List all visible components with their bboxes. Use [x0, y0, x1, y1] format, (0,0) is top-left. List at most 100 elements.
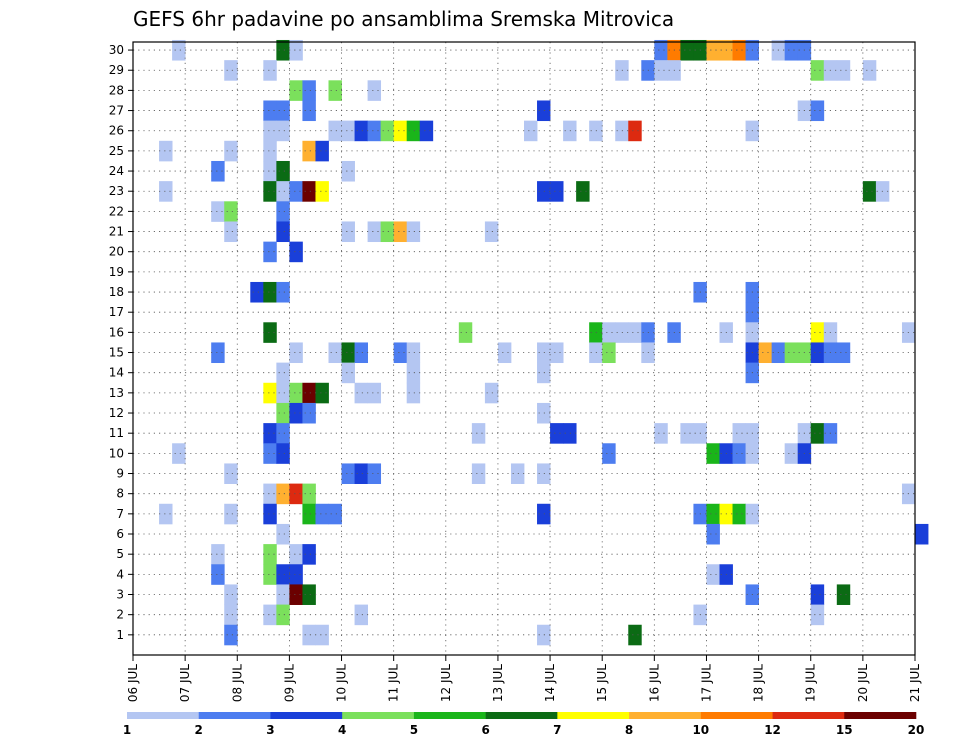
precip-cell	[354, 463, 368, 484]
precip-cell	[706, 503, 720, 525]
y-tick-label: 21	[109, 225, 124, 239]
y-tick-label: 11	[109, 426, 124, 440]
precip-cell	[406, 382, 421, 404]
precip-cell	[263, 140, 277, 162]
colorbar-label: 20	[908, 723, 925, 737]
precip-cell	[484, 382, 499, 404]
precip-cell	[276, 181, 290, 202]
precip-cell	[367, 463, 382, 484]
precip-cell	[276, 201, 290, 222]
precip-cell	[537, 181, 551, 202]
precip-cell	[289, 402, 303, 424]
y-tick-label: 13	[109, 386, 124, 400]
x-tick-label: 12 JUL	[439, 664, 453, 702]
precip-cell	[810, 100, 825, 122]
precip-cell	[263, 322, 277, 343]
precip-cell	[289, 584, 303, 605]
precip-cell	[732, 443, 746, 464]
precip-cell	[758, 342, 773, 364]
precip-cell	[276, 584, 290, 605]
precip-cell	[276, 120, 290, 142]
y-tick-label: 17	[109, 305, 124, 319]
precip-cell	[172, 39, 186, 61]
x-tick-label: 20 JUL	[856, 664, 870, 702]
precip-cell	[354, 382, 368, 404]
precip-cell	[328, 342, 342, 364]
precip-cell	[289, 80, 303, 101]
precip-cell	[276, 604, 290, 626]
y-tick-label: 16	[109, 325, 124, 339]
x-tick-label: 10 JUL	[335, 664, 349, 702]
precip-cell	[276, 382, 290, 404]
colorbar-label: 8	[625, 723, 633, 737]
colorbar-swatch	[772, 712, 845, 719]
precip-cell	[328, 80, 342, 101]
precip-cell	[302, 503, 316, 525]
precip-cell	[172, 443, 186, 464]
precip-cell	[406, 362, 421, 384]
precip-cell	[263, 181, 277, 202]
precip-cell	[810, 322, 825, 343]
y-tick-label: 4	[116, 567, 124, 581]
precip-cell	[732, 503, 746, 525]
precip-cell	[393, 342, 408, 364]
precip-cell	[576, 181, 590, 202]
grid-lines	[133, 42, 915, 655]
precip-cell	[602, 322, 616, 343]
precip-cell	[836, 342, 851, 364]
precip-cell	[224, 221, 238, 243]
precip-cell	[263, 503, 277, 525]
precip-cell	[406, 342, 421, 364]
precip-cell	[263, 100, 277, 122]
precip-cell	[341, 120, 355, 142]
precip-cell	[263, 604, 277, 626]
y-tick-label: 5	[116, 547, 124, 561]
precip-cell	[276, 443, 290, 464]
precip-cell	[406, 221, 421, 243]
precip-cell	[380, 221, 395, 243]
precip-cell	[602, 443, 616, 464]
precip-cell	[862, 60, 877, 81]
precip-cell	[263, 382, 277, 404]
precip-cell	[302, 624, 316, 646]
precip-cell	[211, 564, 225, 585]
precip-cell	[276, 221, 290, 243]
precip-cell	[732, 39, 746, 61]
y-tick-label: 7	[116, 507, 124, 521]
precip-cell	[836, 584, 851, 605]
chart-title: GEFS 6hr padavine po ansamblima Sremska …	[133, 7, 674, 31]
colorbar-label: 15	[836, 723, 853, 737]
precip-cell	[367, 382, 382, 404]
y-tick-label: 30	[109, 43, 124, 57]
precip-cell	[537, 342, 551, 364]
precip-cell	[224, 584, 238, 605]
precip-cell	[276, 100, 290, 122]
precip-cell	[706, 564, 720, 585]
plot-frame	[132, 41, 916, 656]
precip-cell	[250, 281, 264, 303]
y-tick-label: 8	[116, 487, 124, 501]
x-tick-label: 08 JUL	[230, 664, 244, 702]
precip-cell	[224, 60, 238, 81]
precip-cell	[393, 221, 408, 243]
precip-cell	[341, 362, 355, 384]
y-tick-label: 24	[109, 164, 124, 178]
precip-cell	[315, 624, 329, 646]
precip-cell	[224, 503, 238, 525]
precip-cell	[159, 140, 173, 162]
precip-cell	[367, 221, 382, 243]
precip-cell	[263, 483, 277, 505]
precip-cell	[654, 423, 668, 444]
y-tick-label: 12	[109, 406, 124, 420]
precip-cell	[263, 60, 277, 81]
colorbar-swatch	[342, 712, 415, 719]
precip-cell	[211, 160, 225, 182]
y-tick-label: 15	[109, 346, 124, 360]
colorbar-swatch	[629, 712, 702, 719]
precip-cell	[263, 281, 277, 303]
precip-cell	[510, 463, 525, 484]
precip-cell	[289, 342, 303, 364]
precip-cell	[302, 80, 316, 101]
precip-cell	[276, 423, 290, 444]
x-tick-label: 13 JUL	[491, 664, 505, 702]
